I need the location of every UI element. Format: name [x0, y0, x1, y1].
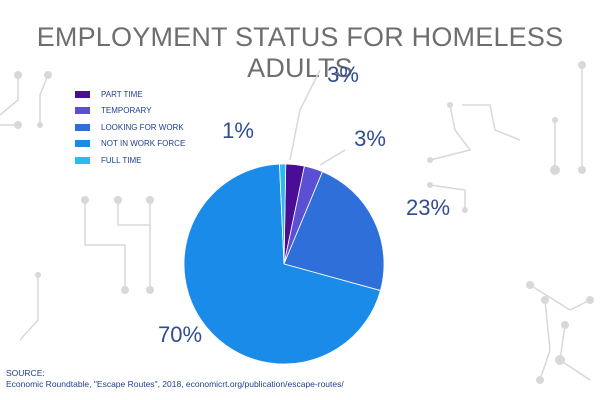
- chart-legend: PART TIME TEMPORARY LOOKING FOR WORK NOT IN…: [75, 86, 185, 169]
- legend-swatch: [75, 123, 90, 131]
- legend-item: TEMPORARY: [75, 103, 185, 120]
- legend-label: NOT IN WORK FORCE: [101, 139, 186, 149]
- legend-swatch: [75, 156, 90, 164]
- legend-item: PART TIME: [75, 86, 185, 103]
- pie-slice: [283, 171, 385, 292]
- slice-label: 3%: [354, 126, 386, 151]
- legend-item: LOOKING FOR WORK: [75, 119, 185, 136]
- legend-label: FULL TIME: [101, 155, 142, 165]
- legend-label: LOOKING FOR WORK: [101, 122, 184, 132]
- legend-label: TEMPORARY: [101, 106, 152, 116]
- source-note: SOURCE: Economic Roundtable, "Escape Rou…: [6, 368, 344, 390]
- source-text: Economic Roundtable, "Escape Routes", 20…: [6, 379, 344, 389]
- slice-label: 70%: [158, 322, 202, 347]
- slice-label: 23%: [406, 195, 450, 220]
- slice-label: 3%: [327, 62, 359, 87]
- legend-item: NOT IN WORK FORCE: [75, 136, 185, 153]
- legend-swatch: [75, 140, 90, 148]
- chart-title: EMPLOYMENT STATUS FOR HOMELESS ADULTS: [36, 22, 564, 83]
- legend-item: FULL TIME: [75, 152, 185, 169]
- pie-slice: [279, 163, 287, 265]
- legend-swatch: [75, 107, 90, 115]
- slice-label: 1%: [222, 118, 254, 143]
- pie-slice: [183, 163, 381, 365]
- source-heading: SOURCE:: [6, 368, 45, 378]
- legend-label: PART TIME: [101, 89, 143, 99]
- legend-swatch: [75, 90, 90, 98]
